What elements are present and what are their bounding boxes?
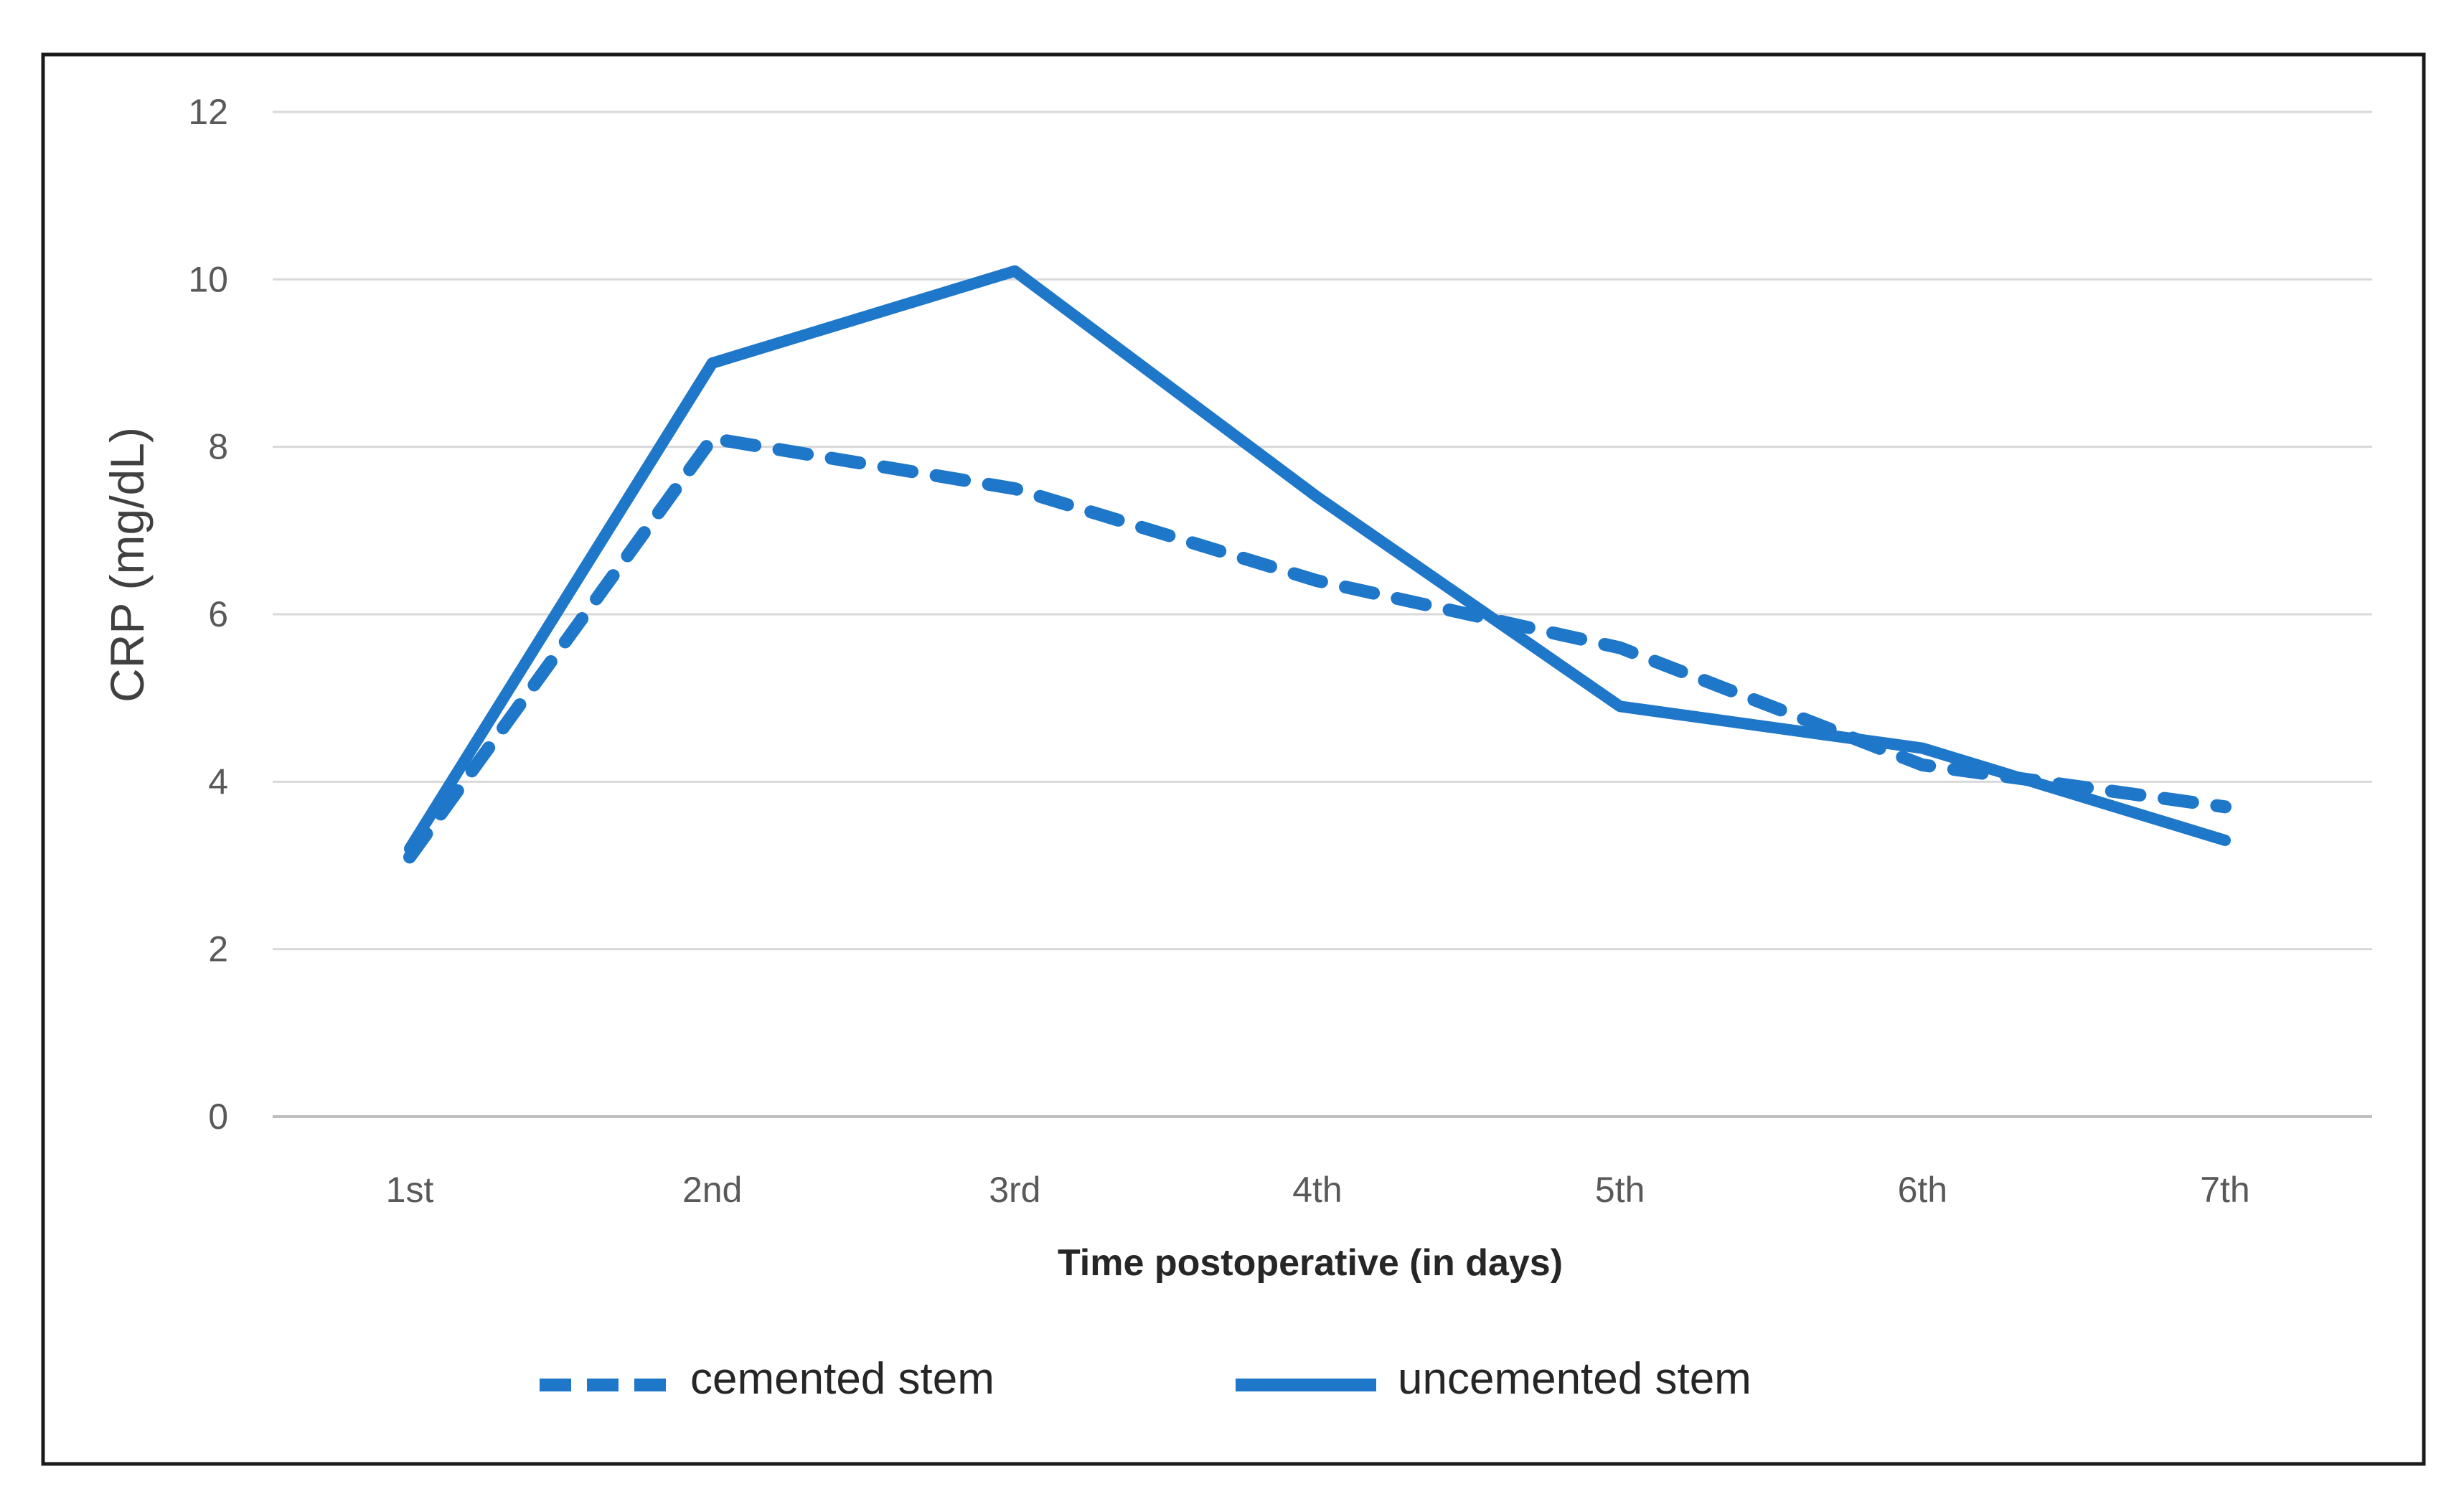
y-tick-label: 4 [208,761,228,802]
legend-label-uncemented: uncemented stem [1398,1354,1751,1404]
x-tick-label: 6th [1898,1170,1948,1210]
y-tick-label: 6 [208,594,228,634]
y-tick-label: 12 [188,92,228,132]
y-tick-label: 0 [208,1097,228,1137]
legend: cemented stem uncemented stem [540,1354,1751,1404]
series-lines [403,265,2232,864]
y-tick-label: 8 [208,427,228,467]
y-tick-label: 10 [188,259,228,299]
x-tick-label: 3rd [989,1170,1040,1210]
x-tick-label: 4th [1292,1170,1342,1210]
y-axis-tick-labels: 0 2 4 6 8 10 12 [188,92,228,1137]
y-axis-title: CRP (mg/dL) [100,427,154,703]
gridlines [273,111,2372,1118]
chart-frame [41,52,2426,1466]
legend-label-cemented: cemented stem [690,1354,994,1404]
series-line-uncemented [404,265,2231,855]
x-tick-label: 2nd [682,1170,742,1210]
x-axis-tick-labels: 1st 2nd 3rd 4th 5th 6th 7th [386,1170,2250,1210]
y-tick-label: 2 [208,929,228,969]
series-line-cemented [403,432,2232,864]
x-tick-label: 5th [1595,1170,1645,1210]
x-axis-title: Time postoperative (in days) [1058,1242,1563,1284]
x-tick-label: 7th [2200,1170,2250,1210]
x-tick-label: 1st [386,1170,434,1210]
